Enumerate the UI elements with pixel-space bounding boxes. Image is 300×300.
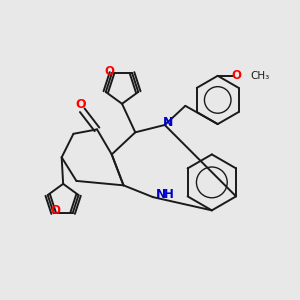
Text: H: H (164, 188, 174, 201)
Text: N: N (156, 188, 166, 201)
Text: O: O (76, 98, 86, 111)
Text: O: O (231, 69, 241, 82)
Text: CH₃: CH₃ (250, 71, 269, 81)
Text: O: O (50, 204, 60, 217)
Text: O: O (105, 65, 115, 78)
Text: N: N (163, 116, 173, 129)
